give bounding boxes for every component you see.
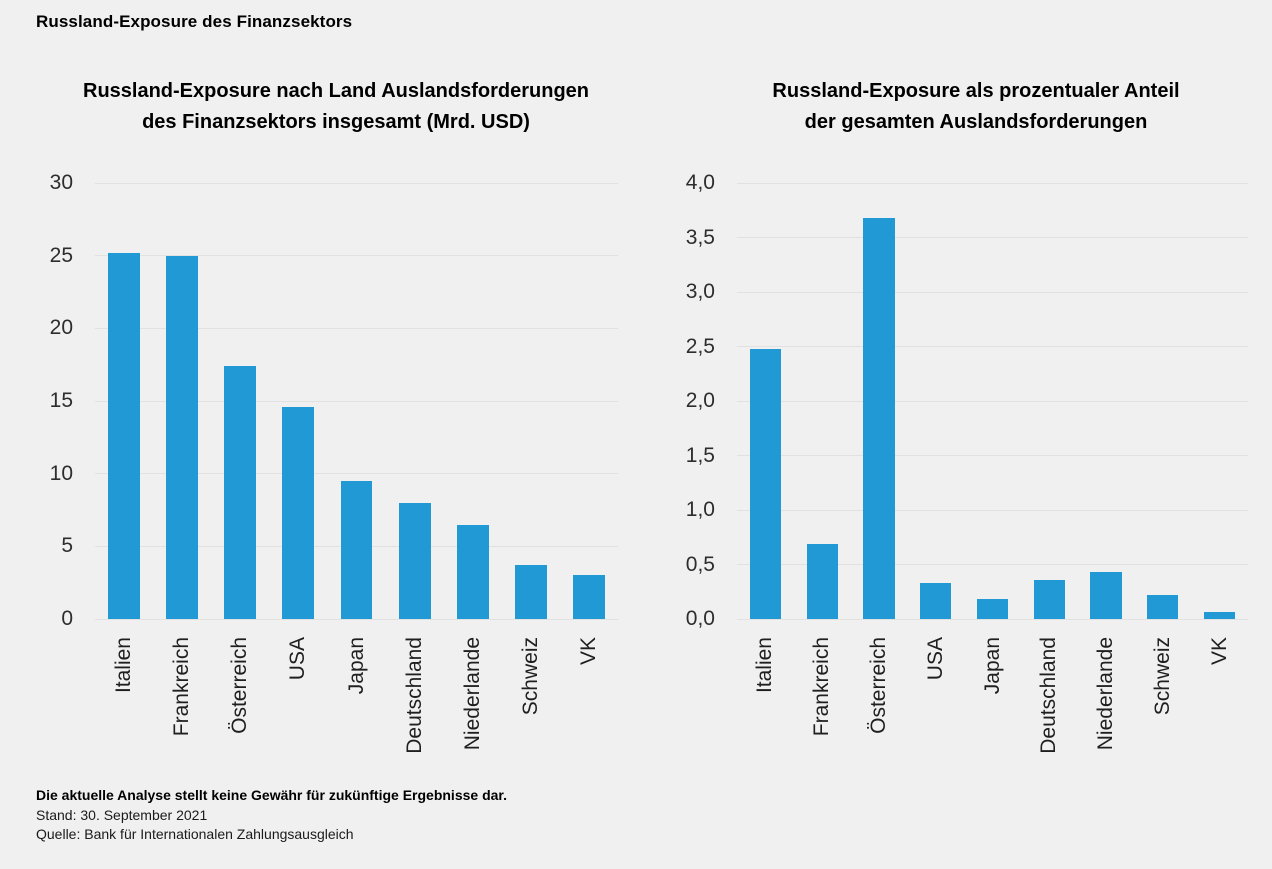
bar-italien — [108, 252, 141, 619]
bar-schweiz — [514, 565, 547, 619]
x-category-label: Italien — [753, 637, 777, 694]
chart-title: Russland-Exposure als prozentualer Antei… — [676, 76, 1272, 138]
chart-title: Russland-Exposure nach Land Auslandsford… — [36, 76, 636, 138]
as-of-date: Stand: 30. September 2021 — [36, 806, 208, 823]
gridline — [95, 400, 618, 402]
bar-vk — [572, 575, 605, 619]
x-category-label: USA — [923, 637, 947, 681]
gridline — [95, 327, 618, 329]
y-tick-label: 5 — [61, 534, 73, 558]
x-category-label: Niederlande — [1094, 637, 1118, 751]
x-category-label: VK — [576, 637, 600, 666]
gridline — [95, 182, 618, 184]
gridline — [95, 255, 618, 257]
bar-frankreich — [806, 543, 838, 619]
gridline — [737, 455, 1248, 456]
y-tick-label: 4,0 — [685, 171, 715, 194]
x-category-label: Niederlande — [460, 637, 484, 751]
y-tick-label: 10 — [49, 461, 73, 485]
y-tick-label: 3,5 — [685, 225, 715, 249]
bar-schweiz — [1147, 595, 1179, 619]
x-category-label: Österreich — [228, 637, 252, 734]
chart-title-line1: Russland-Exposure als prozentualer Antei… — [772, 80, 1180, 102]
bar-niederlande — [456, 524, 489, 619]
bar-japan — [340, 480, 373, 619]
y-tick-label: 1,5 — [685, 443, 715, 467]
bar-niederlande — [1090, 572, 1122, 619]
y-tick-label: 0 — [61, 607, 73, 630]
chart-title-line2: der gesamten Auslandsforderungen — [804, 111, 1148, 133]
footer: Die aktuelle Analyse stellt keine Gewähr… — [36, 786, 507, 845]
bar-deutschland — [398, 502, 431, 619]
chart-percentage-exposure: Russland-Exposure als prozentualer Antei… — [676, 74, 1272, 794]
y-tick-label: 15 — [49, 389, 73, 412]
gridline — [737, 618, 1248, 620]
plot-area — [737, 182, 1248, 620]
y-tick-label: 0,0 — [685, 607, 715, 630]
bar-usa — [920, 583, 952, 619]
y-tick-label: 20 — [49, 316, 73, 340]
gridline — [95, 618, 618, 620]
bar-deutschland — [1033, 579, 1065, 619]
figure-title: Russland-Exposure des Finanzsektors — [36, 12, 353, 31]
gridline — [737, 509, 1248, 511]
source-text: Quelle: Bank für Internationalen Zahlung… — [36, 826, 354, 842]
gridline — [737, 346, 1248, 347]
x-category-label: Deutschland — [1037, 637, 1061, 754]
x-category-label: Japan — [980, 637, 1004, 695]
y-tick-label: 2,0 — [685, 389, 715, 412]
x-category-label: Deutschland — [402, 637, 426, 754]
bar-usa — [282, 406, 315, 619]
chart-title-line2: des Finanzsektors insgesamt (Mrd. USD) — [142, 111, 530, 133]
gridline — [737, 237, 1248, 238]
chart-total-exposure: Russland-Exposure nach Land Auslandsford… — [36, 74, 636, 794]
chart-title-line1: Russland-Exposure nach Land Auslandsford… — [83, 80, 589, 102]
plot-area — [95, 182, 618, 620]
x-category-label: Schweiz — [1150, 637, 1174, 716]
bar-vk — [1203, 612, 1236, 619]
bar-österreich — [224, 366, 257, 619]
bar-italien — [749, 348, 781, 619]
y-tick-label: 3,0 — [685, 280, 715, 303]
y-tick-label: 30 — [49, 171, 73, 194]
x-category-label: Schweiz — [518, 637, 542, 716]
bar-japan — [976, 599, 1009, 619]
gridline — [737, 182, 1248, 184]
x-category-label: Österreich — [866, 637, 890, 734]
bar-österreich — [863, 217, 895, 619]
x-category-label: Frankreich — [810, 637, 834, 737]
x-category-label: Japan — [344, 637, 368, 695]
gridline — [737, 400, 1248, 402]
x-category-label: USA — [286, 637, 310, 681]
x-category-label: VK — [1207, 637, 1231, 666]
y-tick-label: 2,5 — [685, 334, 715, 358]
bar-frankreich — [166, 255, 199, 619]
x-category-label: Italien — [112, 637, 136, 694]
disclaimer-text: Die aktuelle Analyse stellt keine Gewähr… — [36, 787, 507, 803]
gridline — [737, 291, 1248, 293]
y-tick-label: 1,0 — [685, 498, 715, 521]
gridline — [737, 564, 1248, 565]
y-tick-label: 25 — [49, 243, 73, 267]
y-tick-label: 0,5 — [685, 552, 715, 576]
gridline — [95, 473, 618, 475]
x-category-label: Frankreich — [170, 637, 194, 737]
